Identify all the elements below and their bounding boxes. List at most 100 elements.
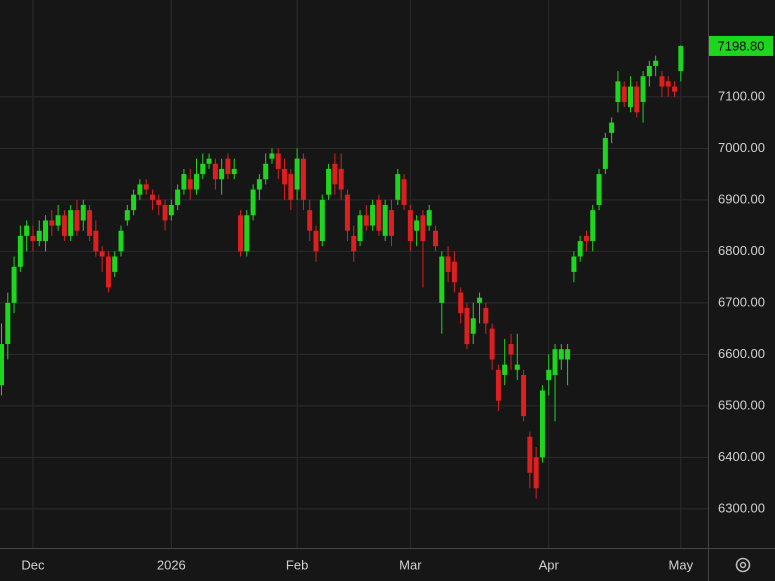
candle-body [596, 174, 602, 205]
candle-body [326, 168, 332, 195]
candle-body [414, 220, 420, 231]
candle-body [565, 349, 571, 360]
candle-body [376, 199, 382, 231]
candle-body [426, 210, 432, 226]
candle-body [370, 204, 376, 226]
candle-body [206, 158, 212, 164]
candle-body [319, 199, 325, 242]
y-tick-label: 6400.00 [718, 449, 765, 464]
candle-body [508, 344, 514, 355]
last-price-label: 7198.80 [718, 38, 765, 53]
candle-body [502, 364, 508, 375]
y-tick-label: 6900.00 [718, 191, 765, 206]
candle-body [363, 215, 369, 226]
candle-body [244, 215, 250, 252]
candle-body [24, 225, 30, 236]
candle-body [533, 457, 539, 489]
candle-body [181, 174, 187, 190]
candle-body [143, 184, 149, 190]
x-tick-label: 2026 [157, 557, 186, 572]
candle-body [678, 45, 684, 72]
candle-body [5, 302, 11, 345]
candle-body [68, 210, 74, 236]
candle-body [187, 179, 193, 190]
candle-body [439, 256, 445, 303]
candle-body [407, 210, 413, 242]
candle-body [495, 369, 501, 401]
candle-body [193, 174, 199, 190]
candle-body [30, 235, 36, 242]
candle-body [395, 174, 401, 200]
candle-body [332, 163, 338, 185]
candle-body [672, 86, 678, 92]
candle-body [124, 210, 130, 221]
candle-body [357, 215, 363, 242]
x-tick-label: Feb [286, 557, 308, 572]
candle-body [602, 138, 608, 169]
y-tick-label: 6300.00 [718, 500, 765, 515]
candle-body [288, 174, 294, 200]
candle-body [256, 179, 262, 190]
candle-body [156, 199, 162, 205]
candle-body [200, 163, 206, 175]
candle-body [0, 344, 4, 386]
candle-body [659, 76, 665, 87]
candle-body [445, 256, 451, 272]
x-tick-label: Dec [21, 557, 45, 572]
candle-body [175, 189, 181, 205]
candle-body [17, 235, 23, 267]
candle-body [162, 204, 168, 221]
candle-body [168, 204, 174, 216]
candle-body [558, 349, 564, 360]
y-tick-label: 6600.00 [718, 346, 765, 361]
candle-body [590, 210, 596, 242]
candle-body [137, 184, 143, 195]
labels: 6300.00 6400.00 6500.00 6600.00 6700.00 6800.… [21, 35, 773, 572]
candle-body [451, 261, 457, 283]
candle-body [382, 204, 388, 236]
candle-body [621, 86, 627, 102]
y-tick-label: 6700.00 [718, 294, 765, 309]
candle-body [269, 153, 275, 159]
candle-body [131, 194, 137, 211]
candle-body [583, 235, 589, 242]
settings-button[interactable] [735, 557, 751, 573]
x-tick-label: May [669, 557, 694, 572]
candle-body [105, 256, 111, 288]
gear-outer [735, 557, 751, 573]
candle-body [61, 215, 67, 236]
candle-body [615, 81, 621, 102]
candle-body [628, 86, 633, 108]
candle-body [231, 168, 237, 175]
candle-body [250, 189, 256, 216]
y-tick-label: 6800.00 [718, 243, 765, 258]
candle-body [665, 81, 671, 87]
candle-body [420, 215, 426, 242]
candle-body [149, 194, 155, 200]
candle-body [219, 168, 225, 180]
candle-body [275, 153, 281, 169]
candle-body [546, 369, 552, 381]
candle-body [99, 251, 105, 257]
candle-body [571, 256, 577, 272]
candle-body [93, 230, 99, 252]
candle-body [653, 60, 659, 66]
candle-body [74, 210, 80, 231]
candle-body [112, 256, 118, 272]
candle-body [483, 307, 489, 324]
candle-body [470, 318, 476, 334]
candle-body [388, 210, 394, 236]
candle-body [640, 76, 646, 102]
candle-body [36, 230, 42, 242]
candle-body [313, 230, 319, 252]
candle-body [464, 307, 470, 345]
y-tick-label: 7000.00 [718, 140, 765, 155]
candle-body [212, 163, 218, 180]
candle-body [577, 241, 583, 257]
candle-body [433, 230, 439, 247]
gear-inner [739, 561, 747, 569]
candle-body [225, 158, 231, 175]
candles [0, 45, 684, 499]
